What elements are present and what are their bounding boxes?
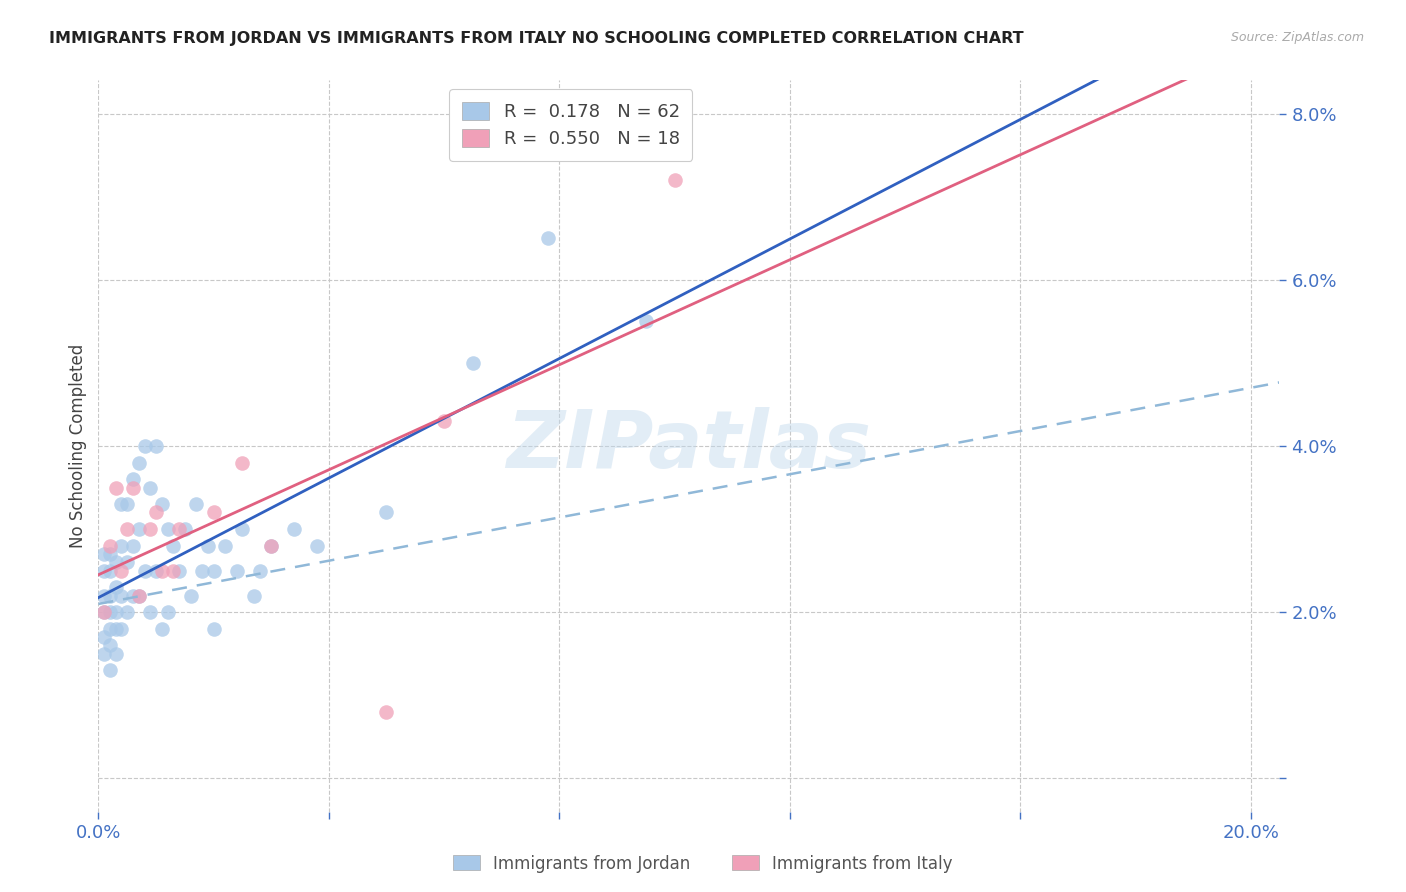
Point xyxy=(93,605,115,619)
Point xyxy=(145,506,167,520)
Point xyxy=(664,173,686,187)
Point xyxy=(260,539,283,553)
Point xyxy=(98,664,121,678)
Point xyxy=(156,522,179,536)
Point xyxy=(93,630,115,644)
Point xyxy=(104,580,127,594)
Point xyxy=(98,564,121,578)
Point xyxy=(156,605,179,619)
Point xyxy=(260,539,283,553)
Text: IMMIGRANTS FROM JORDAN VS IMMIGRANTS FROM ITALY NO SCHOOLING COMPLETED CORRELATI: IMMIGRANTS FROM JORDAN VS IMMIGRANTS FRO… xyxy=(49,31,1024,46)
Point xyxy=(98,639,121,653)
Point xyxy=(139,605,162,619)
Point xyxy=(145,439,167,453)
Point xyxy=(98,547,121,561)
Point xyxy=(375,705,398,719)
Point xyxy=(139,522,162,536)
Point xyxy=(93,564,115,578)
Point xyxy=(375,506,398,520)
Point xyxy=(167,564,190,578)
Point xyxy=(150,622,173,636)
Point xyxy=(197,539,219,553)
Legend: R =  0.178   N = 62, R =  0.550   N = 18: R = 0.178 N = 62, R = 0.550 N = 18 xyxy=(450,89,692,161)
Point xyxy=(128,589,150,603)
Point xyxy=(110,589,132,603)
Point xyxy=(167,522,190,536)
Text: ZIPatlas: ZIPatlas xyxy=(506,407,872,485)
Point xyxy=(145,564,167,578)
Point xyxy=(98,622,121,636)
Point xyxy=(104,555,127,569)
Point xyxy=(173,522,195,536)
Point xyxy=(110,564,132,578)
Point xyxy=(162,539,184,553)
Point xyxy=(115,497,138,511)
Point xyxy=(128,589,150,603)
Point xyxy=(115,522,138,536)
Point xyxy=(110,497,132,511)
Point xyxy=(93,647,115,661)
Point xyxy=(202,506,225,520)
Point xyxy=(115,555,138,569)
Y-axis label: No Schooling Completed: No Schooling Completed xyxy=(69,344,87,548)
Point xyxy=(180,589,202,603)
Point xyxy=(191,564,214,578)
Point xyxy=(104,647,127,661)
Point xyxy=(202,564,225,578)
Point xyxy=(186,497,208,511)
Point xyxy=(202,622,225,636)
Point xyxy=(134,564,156,578)
Point xyxy=(139,481,162,495)
Point xyxy=(115,605,138,619)
Point xyxy=(98,539,121,553)
Point xyxy=(231,522,253,536)
Point xyxy=(214,539,236,553)
Point xyxy=(134,439,156,453)
Point xyxy=(122,472,145,486)
Point xyxy=(122,481,145,495)
Point xyxy=(122,539,145,553)
Point xyxy=(98,589,121,603)
Point xyxy=(307,539,329,553)
Point xyxy=(104,605,127,619)
Point xyxy=(122,589,145,603)
Point xyxy=(98,605,121,619)
Point xyxy=(231,456,253,470)
Point xyxy=(150,564,173,578)
Point xyxy=(243,589,266,603)
Point xyxy=(110,539,132,553)
Point xyxy=(162,564,184,578)
Point xyxy=(249,564,271,578)
Point xyxy=(93,589,115,603)
Point xyxy=(104,481,127,495)
Legend: Immigrants from Jordan, Immigrants from Italy: Immigrants from Jordan, Immigrants from … xyxy=(447,848,959,880)
Point xyxy=(634,314,657,328)
Point xyxy=(537,231,560,245)
Point xyxy=(150,497,173,511)
Text: Source: ZipAtlas.com: Source: ZipAtlas.com xyxy=(1230,31,1364,45)
Point xyxy=(433,414,456,428)
Point xyxy=(110,622,132,636)
Point xyxy=(128,456,150,470)
Point xyxy=(104,622,127,636)
Point xyxy=(93,547,115,561)
Point xyxy=(93,605,115,619)
Point xyxy=(225,564,247,578)
Point xyxy=(128,522,150,536)
Point xyxy=(283,522,305,536)
Point xyxy=(461,356,484,370)
